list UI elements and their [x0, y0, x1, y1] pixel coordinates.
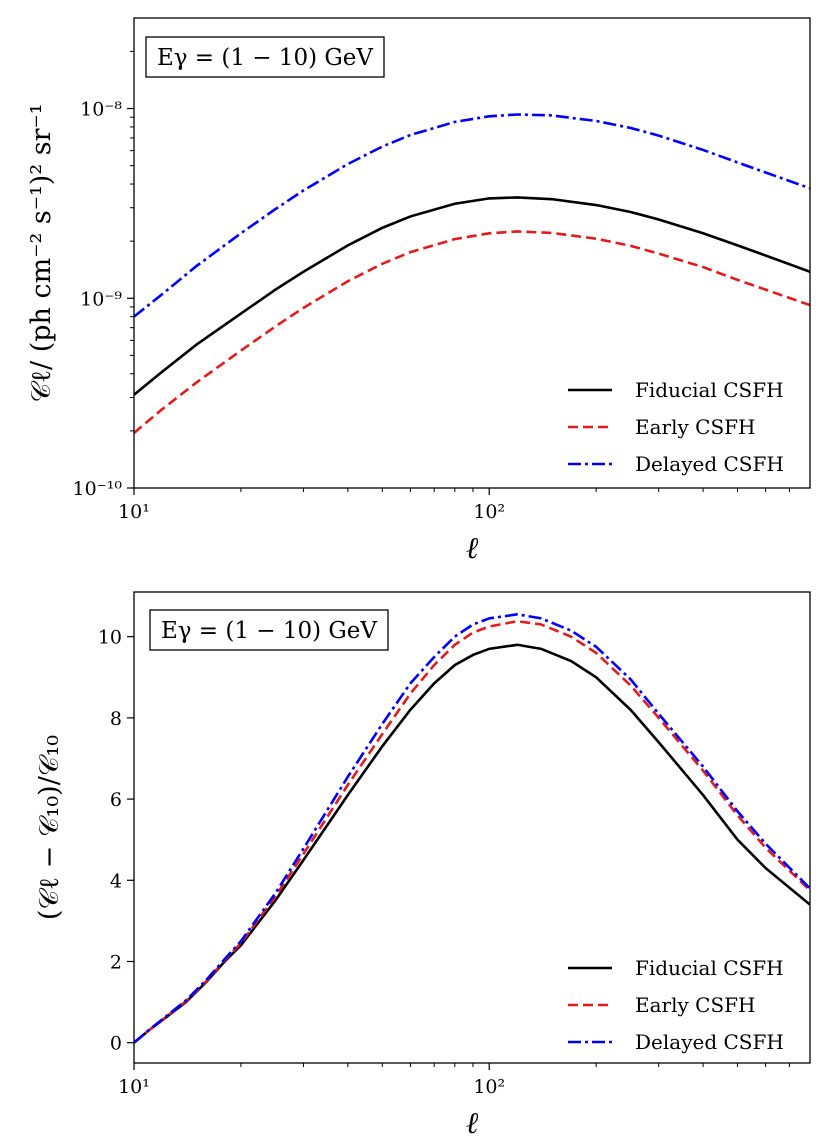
series-line-fiducial-csfh [134, 196, 810, 396]
x-tick-label: 10¹ [118, 501, 150, 523]
y-tick-label: 0 [110, 1033, 122, 1055]
y-tick-label: 2 [110, 951, 122, 973]
y-tick-label: 8 [110, 708, 122, 730]
legend-entry-label: Fiducial CSFH [635, 378, 784, 402]
energy-range-annotation: Eγ = (1 − 10) GeV [157, 45, 373, 71]
series-line-fiducial-csfh [134, 643, 810, 1044]
x-axis-label: ℓ [466, 531, 479, 566]
y-tick-label: 10 [98, 627, 122, 649]
series-line-early-csfh [134, 230, 810, 434]
legend-entry-label: Early CSFH [635, 993, 755, 1017]
axes-frame [133, 591, 811, 1064]
legend-entry-label: Fiducial CSFH [635, 956, 784, 980]
series-line-delayed-csfh [134, 113, 810, 318]
y-tick-label: 6 [110, 789, 122, 811]
legend-entry-label: Delayed CSFH [635, 452, 784, 476]
annotation-box [145, 36, 385, 78]
x-axis-label: ℓ [466, 1106, 479, 1141]
energy-range-annotation: Eγ = (1 − 10) GeV [161, 618, 377, 644]
annotation-box [149, 609, 389, 651]
y-axis-label: (𝒞ℓ − 𝒞₁₀)/𝒞₁₀ [34, 735, 65, 920]
legend-entry-label: Early CSFH [635, 415, 755, 439]
bottom-panel-relative-cl: 10¹ 10² 0 2 4 6 8 10 ℓ (𝒞ℓ − 𝒞₁₀)/𝒞₁₀ Eγ = (1 − 10… [34, 591, 811, 1141]
top-panel-cl-spectrum: 10¹ 10² 10⁻¹⁰ 10⁻⁹ 10⁻⁸ ℓ 𝒞ℓ/ (ph cm⁻² s⁻¹)² s… [26, 17, 811, 566]
legend-entry-label: Delayed CSFH [635, 1030, 784, 1054]
y-tick-label: 10⁻⁸ [80, 99, 122, 121]
y-tick-label: 10⁻⁹ [80, 288, 122, 310]
axes-frame [133, 17, 811, 489]
series-line-delayed-csfh [134, 613, 810, 1044]
x-tick-label: 10² [473, 501, 505, 523]
y-axis-label: 𝒞ℓ/ (ph cm⁻² s⁻¹)² sr⁻¹ [26, 103, 57, 402]
x-tick-label: 10² [473, 1076, 505, 1098]
x-tick-label: 10¹ [118, 1076, 150, 1098]
y-tick-label: 10⁻¹⁰ [73, 478, 123, 500]
y-tick-label: 4 [110, 870, 122, 892]
